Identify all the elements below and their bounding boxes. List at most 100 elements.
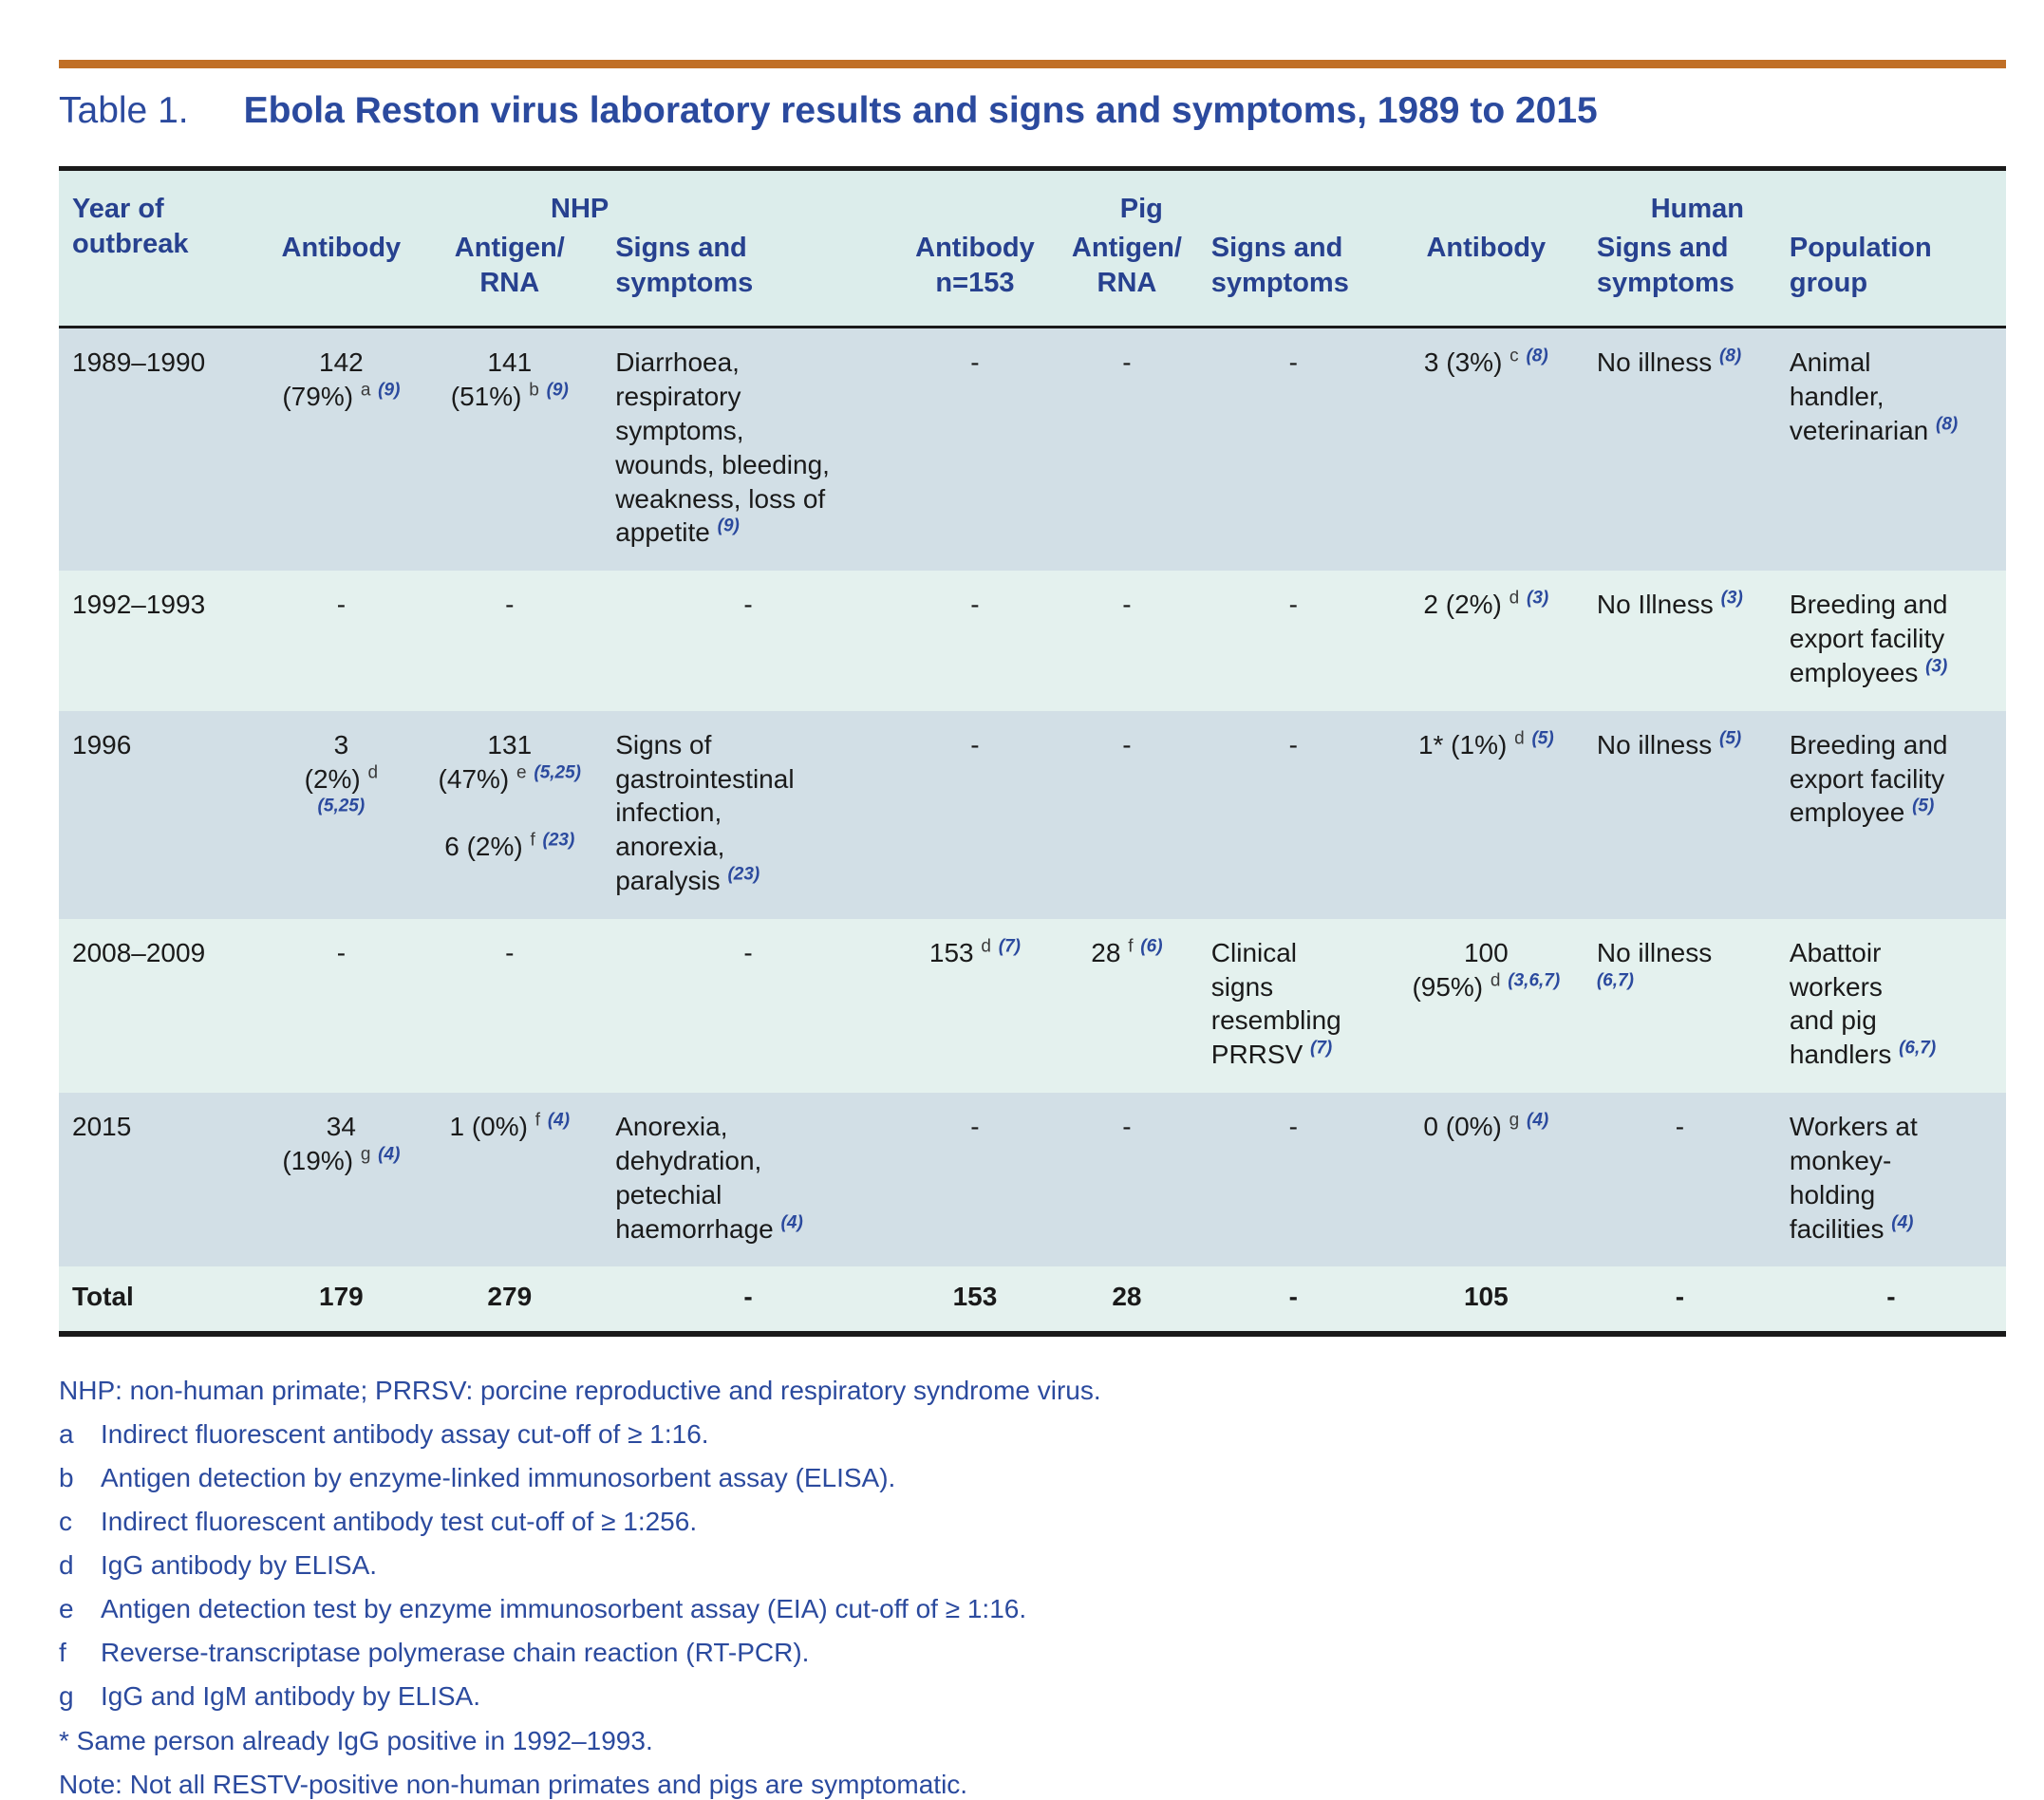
reference-sup: (4) [780, 1212, 803, 1233]
footnote-list: a Indirect fluorescent antibody assay cut… [59, 1418, 2006, 1712]
accent-rule [59, 60, 2006, 68]
reference-sup: (4) [1527, 1110, 1549, 1131]
table-row: 1996 3 (2%) d (5,25) 131 (47%) e (5,25) 6 (2%… [59, 710, 2006, 919]
column-header: Antigen/RNA [1071, 233, 1182, 299]
reference-sup: (5) [1912, 797, 1935, 816]
reference-sup: (23) [542, 830, 575, 851]
reference-sup: (7) [998, 936, 1021, 957]
column-header: Antibody n=153 [915, 233, 1035, 299]
data-cell: 100 (95%) d (3,6,7) [1412, 937, 1561, 1002]
table-row: 1992–1993 - - - - - - 2 (2%) d (3) No Illness (3… [59, 571, 2006, 711]
data-cell: 2 (2%) d (3) [1423, 588, 1549, 620]
footnote-text: Indirect fluorescent antibody assay cut-… [101, 1419, 709, 1450]
data-cell: No illness (6,7) [1596, 937, 1713, 991]
reference-sup: (9) [717, 516, 740, 537]
data-cell: - [970, 347, 980, 378]
reference-sup: (5) [1719, 728, 1742, 749]
reference-sup: (5) [1531, 728, 1554, 749]
total-cell: 279 [487, 1282, 533, 1312]
data-cell: 1* (1%) d (5) [1417, 728, 1554, 759]
footnotes: NHP: non-human primate; PRRSV: porcine r… [59, 1375, 2006, 1799]
group-header: Human [1650, 193, 1745, 224]
column-header: Antigen/RNA [454, 233, 565, 299]
data-cell: No Illness (3) [1596, 588, 1743, 620]
table-label: Table 1. [59, 90, 189, 131]
data-cell: - [1288, 729, 1298, 759]
table-row: 1989–1990 142 (79%) a (9) 141 (51%) b (9) Dia… [59, 327, 2006, 572]
data-cell: Workers at monkey-holding facilities (4) [1789, 1112, 1918, 1244]
footnote-item: a Indirect fluorescent antibody assay cut… [59, 1418, 2006, 1450]
reference-sup: (5,25) [534, 762, 582, 783]
reference-sup: (3) [1925, 656, 1948, 677]
data-cell: No illness (5) [1596, 728, 1742, 759]
header-group-row: Year of outbreak NHP Pig Human [59, 168, 2006, 259]
footnote-text: Antigen detection by enzyme-linked immun… [101, 1463, 896, 1493]
column-header: Antibody [1426, 233, 1547, 263]
reference-sup: (3,6,7) [1508, 970, 1561, 991]
page-title: Ebola Reston virus laboratory results an… [243, 90, 1598, 131]
footnote-letter-sup: d [981, 936, 991, 957]
data-cell: - [1288, 590, 1298, 620]
data-cell: 0 (0%) g (4) [1423, 1110, 1549, 1142]
data-cell: - [1675, 1112, 1685, 1142]
footnote-letter-sup: d [1490, 970, 1501, 991]
footnote-letter-sup: f [1128, 936, 1134, 957]
footnote-text: Antigen detection test by enzyme immunos… [101, 1594, 1027, 1624]
footnote-label: f [59, 1638, 66, 1668]
reference-sup: (4) [547, 1110, 571, 1131]
footnote-letter-sup: c [1510, 346, 1519, 366]
asterisk-note: * Same person already IgG positive in 19… [59, 1725, 653, 1755]
data-cell: 3 (3%) c (8) [1423, 346, 1548, 378]
column-header: Signs and symptoms [615, 233, 754, 299]
total-cell: - [1886, 1282, 1896, 1312]
data-cell: Anorexia, dehydration, petechial haemorrhag… [615, 1112, 803, 1244]
footnote-label: e [59, 1594, 74, 1624]
footnote-label: c [59, 1507, 72, 1537]
data-cell: 3 (2%) d (5,25) [304, 729, 379, 816]
footnote-letter-sup: d [367, 762, 379, 783]
reference-sup: (6) [1140, 936, 1163, 957]
data-cell: Breeding and export facility employee (5) [1789, 729, 1948, 828]
footnote-text: IgG antibody by ELISA. [101, 1550, 378, 1581]
total-cell: - [1675, 1282, 1685, 1312]
data-cell: - [970, 590, 980, 620]
footnote-label: a [59, 1419, 74, 1450]
footnote-item: f Reverse-transcriptase polymerase chain … [59, 1637, 2006, 1668]
total-cell: 28 [1112, 1282, 1142, 1312]
footnote-item: c Indirect fluorescent antibody test cut-… [59, 1506, 2006, 1537]
reference-sup: (4) [378, 1144, 401, 1165]
year-cell: 1996 [72, 729, 132, 759]
data-cell: Breeding and export facility employees (3) [1789, 590, 1948, 687]
reference-sup: (4) [1891, 1212, 1914, 1233]
total-cell: - [1288, 1282, 1298, 1312]
table-row: 2015 34 (19%) g (4) 1 (0%) f (4) Anorexia, de… [59, 1093, 2006, 1267]
data-cell: - [1122, 1112, 1132, 1142]
data-cell: - [336, 937, 347, 967]
reference-sup: (8) [1526, 346, 1548, 366]
reference-sup: (9) [378, 380, 401, 401]
footnote-letter-sup: g [1509, 1110, 1520, 1131]
column-header: Population group [1789, 233, 1932, 299]
reference-sup: (23) [727, 864, 760, 885]
corner-header: Year of outbreak [72, 193, 189, 259]
data-cell: - [1122, 729, 1132, 759]
reference-sup: (3) [1527, 588, 1549, 609]
reference-sup: (5,25) [317, 797, 366, 816]
footnote-letter-sup: d [1509, 588, 1520, 609]
reference-sup: (7) [1310, 1038, 1333, 1059]
table-foot: Total 179 279 - 153 28 - 105 - - [59, 1266, 2006, 1335]
column-header: Antibody [281, 233, 402, 263]
data-cell: - [505, 937, 515, 967]
data-cell: 131 (47%) e (5,25) 6 (2%) f (23) [438, 729, 582, 862]
footnote-letter-sup: f [530, 830, 535, 851]
general-note: Note: Not all RESTV-positive non-human p… [59, 1769, 968, 1799]
data-cell: - [505, 590, 515, 620]
footnote-letter-sup: d [1514, 728, 1525, 749]
footnote-letter-sup: e [516, 762, 527, 783]
reference-sup: (8) [1719, 346, 1742, 366]
data-cell: - [970, 1112, 980, 1142]
data-cell: - [970, 729, 980, 759]
total-cell: Total [72, 1282, 134, 1312]
total-cell: 153 [952, 1282, 998, 1312]
